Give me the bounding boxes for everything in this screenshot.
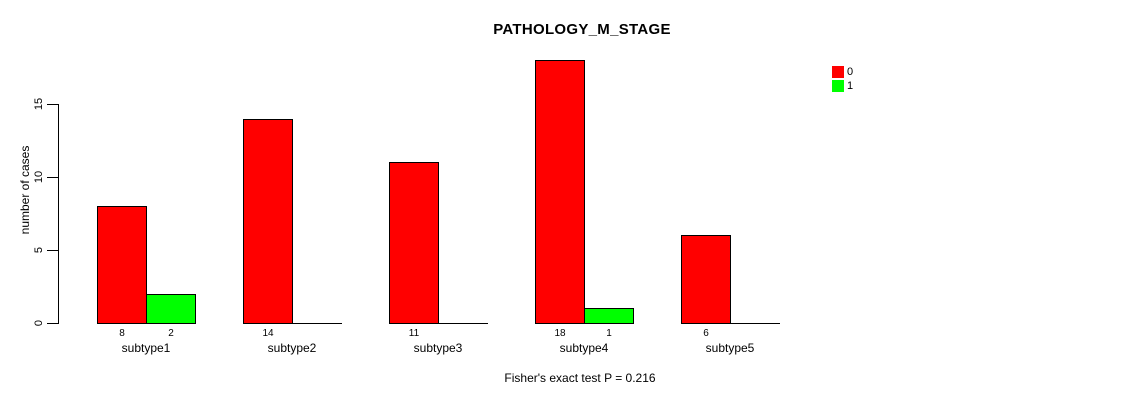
bar-subtype1-series-0 (97, 206, 147, 324)
bar-subtype4-series-0 (535, 60, 585, 324)
bar-subtype5-series-0 (681, 235, 731, 324)
x-tick-label-subtype5: subtype5 (705, 341, 755, 355)
y-axis-label: number of cases (18, 145, 32, 235)
bar-value-label-subtype4-series-0: 18 (554, 328, 566, 339)
bar-value-label-subtype5-series-0: 6 (703, 328, 709, 339)
y-tick-label-0: 0 (33, 319, 45, 327)
y-tick-label-10: 10 (33, 170, 45, 184)
y-tick-label-5: 5 (33, 246, 45, 254)
zero-bar-subtype3-series-1 (438, 323, 488, 324)
caption-fisher-test: Fisher's exact test P = 0.216 (504, 371, 656, 385)
x-tick-label-subtype3: subtype3 (413, 341, 463, 355)
bar-value-label-subtype1-series-0: 8 (119, 328, 125, 339)
y-tick-10 (47, 177, 59, 178)
legend-label-series-1: 1 (847, 80, 854, 92)
bar-subtype4-series-1 (584, 308, 634, 324)
bar-value-label-subtype3-series-0: 11 (408, 328, 420, 339)
chart-title: PATHOLOGY_M_STAGE (493, 21, 671, 38)
x-tick-label-subtype2: subtype2 (267, 341, 317, 355)
bar-value-label-subtype4-series-1: 1 (606, 328, 612, 339)
x-tick-label-subtype4: subtype4 (559, 341, 609, 355)
y-tick-label-15: 15 (33, 97, 45, 111)
x-tick-label-subtype1: subtype1 (121, 341, 171, 355)
zero-bar-subtype2-series-1 (292, 323, 342, 324)
bar-subtype1-series-1 (146, 294, 196, 324)
bar-value-label-subtype1-series-1: 2 (168, 328, 174, 339)
y-tick-0 (47, 323, 59, 324)
bar-value-label-subtype2-series-0: 14 (262, 328, 274, 339)
zero-bar-subtype5-series-1 (730, 323, 780, 324)
legend-label-series-0: 0 (847, 66, 854, 78)
bar-subtype2-series-0 (243, 119, 293, 324)
legend-swatch-series-0 (832, 66, 844, 78)
bar-subtype3-series-0 (389, 162, 439, 324)
legend-swatch-series-1 (832, 80, 844, 92)
y-tick-15 (47, 104, 59, 105)
y-tick-5 (47, 250, 59, 251)
y-axis-line (58, 104, 59, 324)
